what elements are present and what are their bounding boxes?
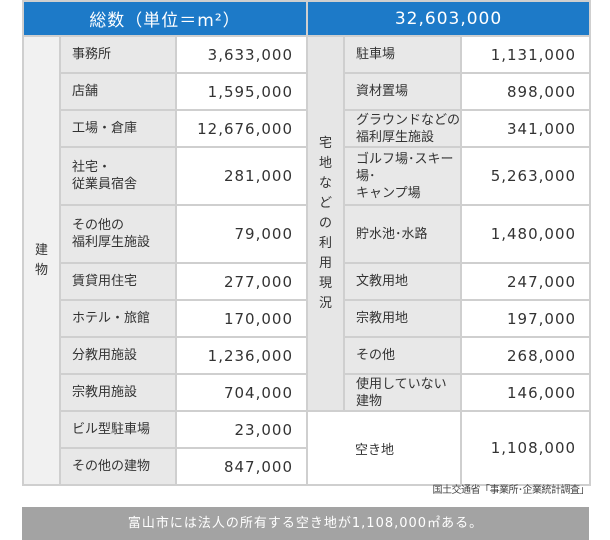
row-value: 847,000	[175, 447, 308, 486]
row-value: 898,000	[459, 72, 592, 111]
row-label: 賃貸用住宅	[59, 262, 177, 301]
row-label: 社宅・ 従業員宿舎	[59, 146, 177, 206]
row-label: グラウンドなどの 福利厚生施設	[343, 109, 462, 148]
row-label: 使用していない 建物	[343, 373, 462, 412]
row-label: 駐車場	[343, 35, 462, 74]
table-row: 賃貸用住宅 277,000 文教用地 247,000	[23, 262, 592, 301]
summary-banner: 富山市には法人の所有する空き地が1,108,000㎡ある。	[22, 507, 589, 540]
table-row: ホテル・旅館 170,000 宗教用地 197,000	[23, 299, 592, 338]
row-value: 197,000	[459, 299, 592, 338]
table-row: 社宅・ 従業員宿舎 281,000 ゴルフ場･スキー場･ キャンプ場 5,263,00…	[23, 146, 592, 206]
row-label: 貯水池･水路	[343, 204, 462, 264]
table-row: その他の 福利厚生施設 79,000 貯水池･水路 1,480,000	[23, 204, 592, 264]
table-row: 店舗 1,595,000 資材置場 898,000	[23, 72, 592, 111]
category-land-use: 宅地などの利用現況	[306, 35, 345, 412]
category-label: 建物	[34, 242, 48, 278]
table-row: 宗教用施設 704,000 使用していない 建物 146,000	[23, 373, 592, 412]
row-label: 宗教用施設	[59, 373, 177, 412]
row-value: 170,000	[175, 299, 308, 338]
row-value: 1,236,000	[175, 336, 308, 375]
row-value: 1,131,000	[459, 35, 592, 74]
row-value: 281,000	[175, 146, 308, 206]
row-value: 146,000	[459, 373, 592, 412]
row-label: その他の 福利厚生施設	[59, 204, 177, 264]
land-use-table-container: 総数（単位＝m²） 32,603,000 建物 事務所 3,633,000 宅地などの…	[22, 0, 592, 486]
table-row: ビル型駐車場 23,000 空き地 1,108,000	[23, 410, 592, 486]
row-value: 1,480,000	[459, 204, 592, 264]
row-label: 工場・倉庫	[59, 109, 177, 148]
row-label: 事務所	[59, 35, 177, 74]
row-value: 79,000	[175, 204, 308, 264]
category-buildings: 建物	[22, 35, 61, 486]
row-value: 1,595,000	[175, 72, 308, 111]
table-row: 建物 事務所 3,633,000 宅地などの利用現況 駐車場 1,131,000	[22, 35, 592, 486]
row-label: ホテル・旅館	[59, 299, 177, 338]
row-value: 341,000	[459, 109, 592, 148]
row-label: その他の建物	[59, 447, 177, 486]
vacant-land-label: 空き地	[306, 410, 462, 486]
row-value: 277,000	[175, 262, 308, 301]
source-citation: 国土交通省「事業所･企業統計調査」	[432, 485, 590, 496]
total-header-value: 32,603,000	[305, 0, 592, 37]
row-label: 宗教用地	[343, 299, 462, 338]
table-row: 工場・倉庫 12,676,000 グラウンドなどの 福利厚生施設 341,000	[23, 109, 592, 148]
row-value: 704,000	[175, 373, 308, 412]
row-value: 268,000	[459, 336, 592, 375]
row-label: ゴルフ場･スキー場･ キャンプ場	[343, 146, 462, 206]
land-use-table: 総数（単位＝m²） 32,603,000 建物 事務所 3,633,000 宅地などの…	[22, 0, 592, 486]
row-label: 店舗	[59, 72, 177, 111]
row-value: 23,000	[175, 410, 308, 449]
row-value: 12,676,000	[175, 109, 308, 148]
row-label: 文教用地	[343, 262, 462, 301]
row-value: 5,263,000	[459, 146, 592, 206]
row-label: その他	[343, 336, 462, 375]
table-row: 分教用施設 1,236,000 その他 268,000	[23, 336, 592, 375]
category-label: 宅地などの利用現況	[318, 135, 332, 311]
row-value: 247,000	[459, 262, 592, 301]
row-value: 3,633,000	[175, 35, 308, 74]
table-row: その他の建物 847,000	[23, 447, 590, 486]
row-label: 資材置場	[343, 72, 462, 111]
total-header-label: 総数（単位＝m²）	[22, 0, 308, 37]
vacant-land-value: 1,108,000	[459, 410, 592, 486]
row-label: 分教用施設	[59, 336, 177, 375]
row-label: ビル型駐車場	[59, 410, 177, 449]
